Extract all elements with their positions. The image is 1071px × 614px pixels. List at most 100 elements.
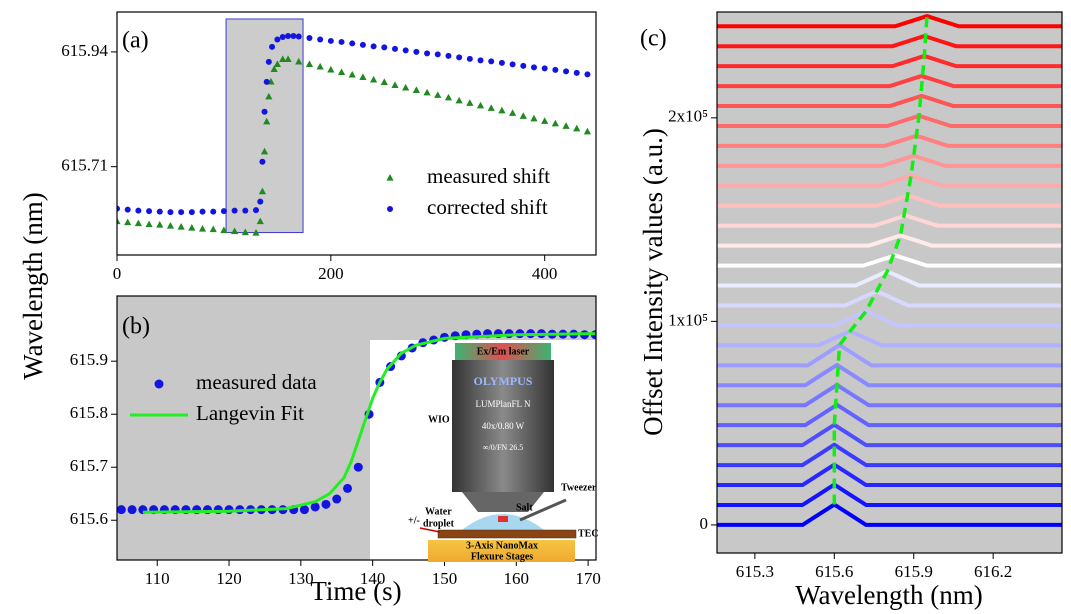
spectrum	[717, 173, 1062, 188]
point	[412, 86, 420, 93]
x-tick-label: 615.9	[895, 562, 933, 581]
point	[279, 55, 287, 63]
point	[198, 225, 207, 232]
point	[519, 112, 527, 119]
point	[434, 51, 441, 58]
point	[242, 207, 249, 214]
x-tick-label: 150	[432, 569, 458, 588]
x-tick-label: 130	[288, 569, 314, 588]
point	[135, 207, 142, 214]
point	[391, 45, 398, 52]
salt-crystal	[498, 516, 508, 522]
spectrum	[717, 93, 1062, 109]
tweezer	[519, 498, 567, 522]
point	[156, 208, 163, 215]
legend-swatch	[387, 206, 393, 212]
point	[337, 68, 346, 75]
point	[177, 223, 185, 230]
y-axis-label: Offset Intensity values (a.u.)	[638, 128, 668, 436]
spectrum	[717, 153, 1062, 168]
point	[477, 57, 484, 64]
point	[260, 147, 269, 155]
point	[466, 55, 473, 62]
point	[380, 78, 388, 85]
x-tick-label: 200	[318, 264, 344, 283]
point	[338, 38, 345, 45]
tec-plate	[437, 529, 577, 539]
point	[551, 119, 559, 127]
point	[134, 219, 142, 227]
highlight-region	[225, 18, 304, 234]
panel-c-background	[717, 12, 1062, 553]
point	[498, 59, 505, 66]
spectrum	[717, 73, 1062, 89]
legend-swatch	[386, 174, 394, 181]
point	[117, 505, 126, 515]
plot-layer: 0 200 400 615.71 615.94 measured shift correct…	[61, 11, 1063, 588]
point	[263, 117, 271, 125]
point	[343, 483, 353, 493]
point	[573, 69, 580, 76]
y-axis-label: Wavelength (nm)	[18, 192, 48, 380]
point	[498, 106, 506, 114]
panel-label: (c)	[640, 26, 667, 52]
point	[509, 61, 516, 68]
x-tick-label: 0	[113, 264, 122, 283]
inset-text: 40x/0.80 W	[482, 421, 525, 431]
setup-inset: Ex/Em laser OLYMPUS LUMPlanFL N 40x/0.80…	[408, 343, 599, 562]
x-tick-label: 160	[504, 569, 530, 588]
inset-text: Salt	[516, 502, 533, 513]
y-tick-label: 1x10⁵	[668, 310, 708, 329]
point	[209, 225, 217, 233]
spectrum	[717, 309, 1062, 328]
point	[284, 55, 292, 63]
point	[455, 96, 463, 104]
point	[530, 114, 538, 122]
y-tick-label: 615.9	[70, 350, 108, 369]
point	[520, 62, 527, 69]
point	[124, 218, 132, 226]
point	[299, 505, 309, 515]
point	[402, 47, 409, 54]
point	[166, 222, 175, 229]
point	[370, 75, 378, 83]
panel-label: (a)	[122, 28, 149, 54]
y-tick-label: 615.6	[70, 509, 108, 528]
point	[316, 62, 324, 70]
x-tick-label: 615.6	[815, 562, 853, 581]
point	[231, 207, 238, 214]
fit-line	[142, 332, 596, 514]
point	[391, 81, 399, 88]
point	[231, 227, 239, 235]
point	[370, 43, 377, 50]
y-tick-label: 615.71	[61, 156, 108, 175]
inset-text: Water	[425, 506, 452, 517]
point	[220, 226, 228, 234]
axis-frame	[716, 11, 1063, 554]
x-tick-label: 140	[360, 569, 386, 588]
point	[488, 58, 495, 65]
point	[530, 64, 537, 71]
point	[306, 34, 313, 41]
objective-tip	[462, 492, 544, 512]
point	[573, 124, 581, 132]
point	[156, 221, 164, 228]
axis-frame	[116, 295, 597, 561]
y-tick-label: 0	[700, 514, 709, 533]
point	[257, 198, 264, 205]
point	[263, 78, 270, 85]
objective-body	[452, 360, 554, 492]
x-tick-label: 170	[575, 569, 601, 588]
point	[188, 209, 195, 216]
point	[146, 208, 153, 215]
inset-text: TEC	[578, 528, 599, 539]
point	[199, 208, 206, 215]
legend-label: Langevin Fit	[196, 401, 304, 425]
y-tick-label: 2x10⁵	[668, 107, 708, 126]
point	[305, 60, 314, 67]
point	[583, 127, 592, 135]
point	[258, 187, 267, 195]
spectrum	[717, 342, 1062, 368]
point	[188, 224, 196, 231]
